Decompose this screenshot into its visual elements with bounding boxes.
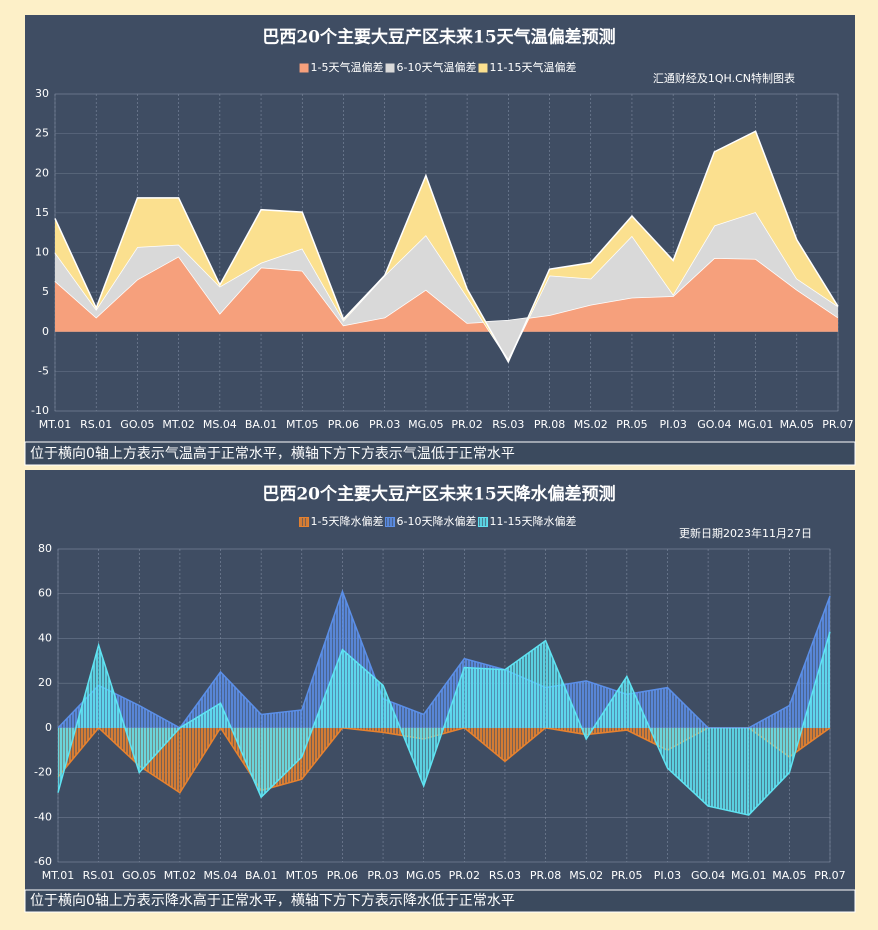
y-tick-label: -10 — [31, 404, 49, 417]
x-tick-label: MG.05 — [406, 869, 442, 882]
y-tick-label: 20 — [38, 676, 52, 689]
x-tick-label: MS.02 — [569, 869, 603, 882]
legend-swatch — [385, 63, 395, 73]
legend-label: 11-15天气温偏差 — [489, 60, 576, 74]
x-tick-label: PR.03 — [369, 418, 400, 431]
x-tick-label: PR.06 — [328, 418, 359, 431]
x-tick-label: MT.02 — [164, 869, 196, 882]
legend-label: 1-5天降水偏差 — [311, 514, 384, 528]
legend-swatch — [299, 517, 310, 527]
y-tick-label: 30 — [35, 87, 49, 100]
legend-swatch — [385, 517, 396, 527]
x-tick-label: PR.08 — [530, 869, 561, 882]
legend-label: 6-10天气温偏差 — [397, 60, 477, 74]
y-tick-label: 10 — [35, 246, 49, 259]
y-tick-label: 15 — [35, 206, 49, 219]
x-tick-label: MS.04 — [204, 869, 238, 882]
x-tick-label: MT.05 — [286, 418, 318, 431]
caption: 位于横向0轴上方表示降水高于正常水平，横轴下方下方表示降水低于正常水平 — [30, 892, 515, 909]
y-tick-label: 60 — [38, 587, 52, 600]
x-tick-label: PR.07 — [814, 869, 845, 882]
x-tick-label: PI.03 — [654, 869, 681, 882]
source-note: 汇通财经及1QH.CN特制图表 — [653, 71, 795, 85]
x-tick-label: MT.01 — [42, 869, 74, 882]
y-tick-label: 0 — [42, 325, 49, 338]
x-tick-label: PR.05 — [616, 418, 647, 431]
chart-title: 巴西20个主要大豆产区未来15天降水偏差预测 — [262, 484, 615, 505]
chart-title: 巴西20个主要大豆产区未来15天气温偏差预测 — [262, 27, 615, 48]
legend-swatch — [477, 517, 488, 527]
x-tick-label: BA.01 — [245, 418, 277, 431]
legend-swatch — [299, 63, 309, 73]
x-tick-label: MA.05 — [780, 418, 814, 431]
y-tick-label: 20 — [35, 166, 49, 179]
x-tick-label: RS.03 — [489, 869, 521, 882]
area-edge — [57, 631, 831, 816]
x-tick-label: GO.05 — [120, 418, 154, 431]
y-tick-label: 0 — [45, 721, 52, 734]
x-tick-label: PR.07 — [822, 418, 853, 431]
caption-strip — [24, 889, 856, 913]
legend-label: 1-5天气温偏差 — [311, 60, 384, 74]
caption: 位于横向0轴上方表示气温高于正常水平，横轴下方下方表示气温低于正常水平 — [30, 445, 515, 462]
y-tick-label: -5 — [38, 364, 49, 377]
x-tick-label: MG.01 — [731, 869, 767, 882]
y-tick-label: 40 — [38, 631, 52, 644]
source-note: 更新日期2023年11月27日 — [679, 526, 812, 540]
x-tick-label: MA.05 — [772, 869, 806, 882]
y-tick-label: 80 — [38, 542, 52, 555]
x-tick-label: GO.05 — [122, 869, 156, 882]
caption-strip — [24, 441, 856, 466]
y-tick-label: 25 — [35, 127, 49, 140]
area-edge — [57, 589, 831, 729]
x-tick-label: PI.03 — [659, 418, 686, 431]
x-tick-label: GO.04 — [691, 869, 725, 882]
x-tick-label: BA.01 — [245, 869, 277, 882]
x-tick-label: MS.04 — [203, 418, 237, 431]
x-tick-label: PR.03 — [367, 869, 398, 882]
panel — [25, 470, 855, 890]
x-tick-label: RS.01 — [83, 869, 115, 882]
x-tick-label: MT.02 — [162, 418, 194, 431]
y-tick-label: -20 — [34, 766, 52, 779]
x-tick-label: PR.06 — [327, 869, 358, 882]
area — [55, 131, 838, 362]
x-tick-label: MS.02 — [574, 418, 608, 431]
y-tick-label: 5 — [42, 285, 49, 298]
x-tick-label: PR.02 — [451, 418, 482, 431]
x-tick-label: MT.01 — [39, 418, 71, 431]
x-tick-label: RS.01 — [80, 418, 112, 431]
x-tick-label: PR.08 — [534, 418, 565, 431]
legend-label: 11-15天降水偏差 — [489, 514, 576, 528]
x-tick-label: GO.04 — [697, 418, 731, 431]
x-tick-label: PR.05 — [611, 869, 642, 882]
legend-swatch — [478, 63, 488, 73]
y-tick-label: -60 — [34, 855, 52, 868]
area — [58, 591, 830, 728]
x-tick-label: MG.05 — [408, 418, 444, 431]
x-tick-label: RS.03 — [492, 418, 524, 431]
y-tick-label: -40 — [34, 810, 52, 823]
area-edge — [54, 130, 839, 364]
area-edge — [54, 255, 839, 327]
x-tick-label: MG.01 — [738, 418, 774, 431]
x-tick-label: PR.02 — [449, 869, 480, 882]
x-tick-label: MT.05 — [286, 869, 318, 882]
legend-label: 6-10天降水偏差 — [397, 514, 477, 528]
area — [58, 631, 830, 816]
area — [55, 256, 838, 332]
area — [55, 212, 838, 361]
